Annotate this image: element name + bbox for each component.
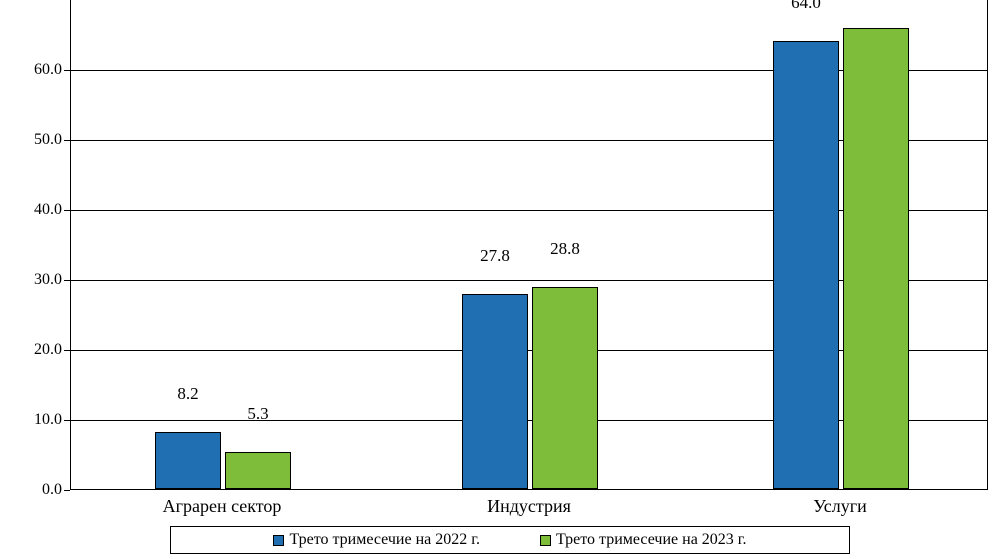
- y-tick-mark: [64, 420, 70, 421]
- bar: [532, 287, 598, 489]
- y-tick-label: 40.0: [34, 201, 62, 219]
- category-label: Аграрен сектор: [163, 496, 282, 517]
- y-tick-mark: [64, 280, 70, 281]
- bar: [773, 41, 839, 489]
- y-axis: 0.010.020.030.040.050.060.0: [0, 0, 70, 490]
- bar-value-label: 5.3: [247, 404, 268, 428]
- bar: [462, 294, 528, 489]
- plot-area: 8.2 5.3 27.8 28.8 64.0 65.9: [70, 0, 988, 490]
- y-tick-label: 10.0: [34, 411, 62, 429]
- legend-item-2023: Трето тримесечие на 2023 г.: [540, 531, 747, 549]
- y-tick-mark: [64, 490, 70, 491]
- legend-item-2022: Трето тримесечие на 2022 г.: [273, 531, 480, 549]
- y-tick-label: 60.0: [34, 61, 62, 79]
- bar-value-label: 65.9: [861, 0, 891, 4]
- category-label: Услуги: [813, 496, 867, 517]
- bar: [155, 432, 221, 489]
- legend: Трето тримесечие на 2022 г. Трето тримес…: [170, 526, 850, 554]
- legend-label-2023: Трето тримесечие на 2023 г.: [556, 531, 747, 549]
- bar-value-label: 8.2: [177, 384, 198, 408]
- bar: [225, 452, 291, 489]
- legend-swatch-2023: [540, 535, 551, 546]
- y-tick-mark: [64, 140, 70, 141]
- y-tick-label: 30.0: [34, 271, 62, 289]
- bar: [843, 28, 909, 489]
- bar-value-label: 28.8: [550, 239, 580, 263]
- y-tick-label: 20.0: [34, 341, 62, 359]
- bar-value-label: 64.0: [791, 0, 821, 17]
- bar-value-label: 27.8: [480, 246, 510, 270]
- y-tick-label: 50.0: [34, 131, 62, 149]
- bar-chart: 0.0 10.0 20.0 30.0 40.0 50.0 60.0 8.2 5.3 27.8 28…: [0, 0, 994, 559]
- category-label: Индустрия: [487, 496, 571, 517]
- legend-swatch-2022: [273, 535, 284, 546]
- y-tick-mark: [64, 70, 70, 71]
- y-tick-mark: [64, 210, 70, 211]
- y-tick-label: 0.0: [42, 481, 62, 499]
- legend-label-2022: Трето тримесечие на 2022 г.: [289, 531, 480, 549]
- y-tick-mark: [64, 350, 70, 351]
